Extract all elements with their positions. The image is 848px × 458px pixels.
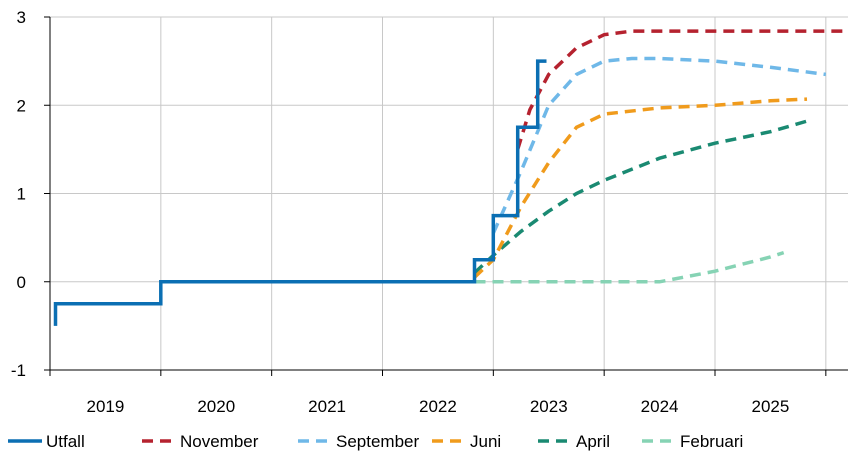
gridlines <box>49 16 848 371</box>
legend-label-september: September <box>336 432 419 451</box>
y-tick-label: 1 <box>17 185 26 204</box>
legend-label-juni: Juni <box>470 432 501 451</box>
x-tick-label: 2025 <box>752 397 790 416</box>
x-tick-label: 2021 <box>308 397 346 416</box>
legend-label-april: April <box>576 432 610 451</box>
x-tick-label: 2024 <box>641 397 679 416</box>
series-line-juni <box>473 97 808 279</box>
legend-label-utfall: Utfall <box>46 432 85 451</box>
series-line-utfall <box>53 59 547 326</box>
y-tick-label: 0 <box>17 273 26 292</box>
legend-label-november: November <box>180 432 259 451</box>
legend: Utfall November September Juni April Februari <box>8 432 743 451</box>
x-axis-ticks: 2019 2020 2021 2022 2023 2024 2025 <box>49 370 827 416</box>
series-line-november <box>516 29 848 150</box>
x-tick-label: 2023 <box>530 397 568 416</box>
y-tick-label: 3 <box>17 8 26 27</box>
series-line-februari <box>474 250 785 284</box>
series-layer <box>53 29 848 326</box>
x-tick-label: 2022 <box>419 397 457 416</box>
y-tick-label: 2 <box>17 96 26 115</box>
y-tick-label: -1 <box>11 361 26 380</box>
series-line-september <box>491 56 827 234</box>
series-line-april <box>473 119 808 275</box>
y-axis-ticks: -1 0 1 2 3 <box>11 8 50 380</box>
x-tick-label: 2020 <box>197 397 235 416</box>
legend-label-februari: Februari <box>680 432 743 451</box>
x-tick-label: 2019 <box>87 397 125 416</box>
